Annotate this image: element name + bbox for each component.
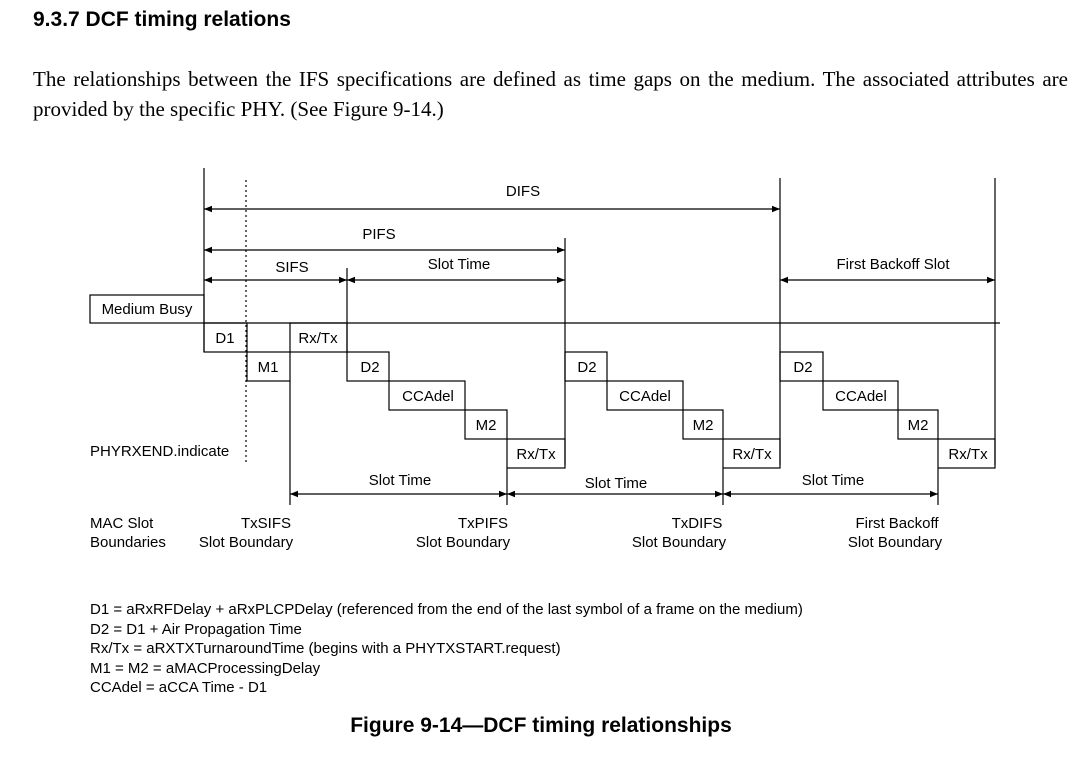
phyrxend-label: PHYRXEND.indicate xyxy=(90,443,229,460)
m2-box-1 xyxy=(464,409,508,440)
d2-label-3: D2 xyxy=(793,359,812,376)
first-backoff-boundary-line1: First Backoff xyxy=(855,515,939,532)
rxtx-box-1 xyxy=(289,322,348,353)
m2-label-3: M2 xyxy=(908,417,929,434)
rxtx-label-2: Rx/Tx xyxy=(516,446,556,463)
legend-item-ccadel: CCAdel = aCCA Time - D1 xyxy=(90,679,268,696)
mac-slot-label-line2: Boundaries xyxy=(90,534,166,551)
txsifs-label-line1: TxSIFS xyxy=(241,515,291,532)
ccadel-box-2 xyxy=(606,380,684,411)
section-paragraph: The relationships between the IFS specif… xyxy=(33,67,1068,121)
legend-item-d1: D1 = aRxRFDelay + aRxPLCPDelay (referenc… xyxy=(90,601,803,618)
ccadel-label-2: CCAdel xyxy=(619,388,671,405)
ccadel-label-1: CCAdel xyxy=(402,388,454,405)
sifs-label: SIFS xyxy=(275,259,308,276)
slot-time-top-label: Slot Time xyxy=(428,256,491,273)
txpifs-label-line1: TxPIFS xyxy=(458,515,508,532)
mac-slot-label-line1: MAC Slot xyxy=(90,515,154,532)
d2-label-2: D2 xyxy=(577,359,596,376)
m2-box-2 xyxy=(682,409,724,440)
rxtx-label-1: Rx/Tx xyxy=(298,330,338,347)
ccadel-box-3 xyxy=(822,380,899,411)
rxtx-label-4: Rx/Tx xyxy=(948,446,988,463)
legend-item-m1-m2: M1 = M2 = aMACProcessingDelay xyxy=(90,659,321,677)
rxtx-box-3 xyxy=(722,438,781,469)
d2-box-2 xyxy=(564,351,608,382)
rxtx-box-4 xyxy=(937,438,996,469)
difs-label: DIFS xyxy=(506,183,540,200)
d1-label: D1 xyxy=(215,330,234,347)
slot-time-label-3: Slot Time xyxy=(802,472,865,489)
ccadel-label-3: CCAdel xyxy=(835,388,887,405)
legend-item-d2: D2 = D1 + Air Propagation Time xyxy=(90,620,302,638)
pifs-label: PIFS xyxy=(362,226,395,243)
txsifs-label-line2: Slot Boundary xyxy=(199,534,294,551)
rxtx-label-3: Rx/Tx xyxy=(732,446,772,463)
txdifs-label-line1: TxDIFS xyxy=(672,515,723,532)
first-backoff-boundary-line2: Slot Boundary xyxy=(848,534,943,551)
txdifs-label-line2: Slot Boundary xyxy=(632,534,727,551)
medium-busy-box xyxy=(89,294,205,324)
rxtx-box-2 xyxy=(506,438,566,469)
txpifs-label-line2: Slot Boundary xyxy=(416,534,511,551)
m2-label-1: M2 xyxy=(476,417,497,434)
d2-box-1 xyxy=(346,351,390,382)
dcf-timing-diagram: DIFS PIFS SIFS Slot Time First Backoff S… xyxy=(89,168,1000,551)
section-heading: 9.3.7 DCF timing relations xyxy=(33,8,291,31)
d1-box xyxy=(203,322,248,353)
figure-legend: D1 = aRxRFDelay + aRxPLCPDelay (referenc… xyxy=(90,600,803,698)
d2-label-1: D2 xyxy=(360,359,379,376)
slot-time-label-2: Slot Time xyxy=(585,475,648,492)
figure-caption: Figure 9-14—DCF timing relationships xyxy=(350,714,732,737)
first-backoff-slot-label: First Backoff Slot xyxy=(836,256,950,273)
ccadel-box-1 xyxy=(388,380,466,411)
slot-time-label-1: Slot Time xyxy=(369,472,432,489)
d2-box-3 xyxy=(779,351,824,382)
m1-box xyxy=(246,351,291,382)
m2-box-3 xyxy=(897,409,939,440)
m1-label: M1 xyxy=(258,359,279,376)
m2-label-2: M2 xyxy=(693,417,714,434)
medium-busy-label: Medium Busy xyxy=(102,301,193,318)
legend-item-rxtx: Rx/Tx = aRXTXTurnaroundTime (begins with… xyxy=(90,640,561,657)
